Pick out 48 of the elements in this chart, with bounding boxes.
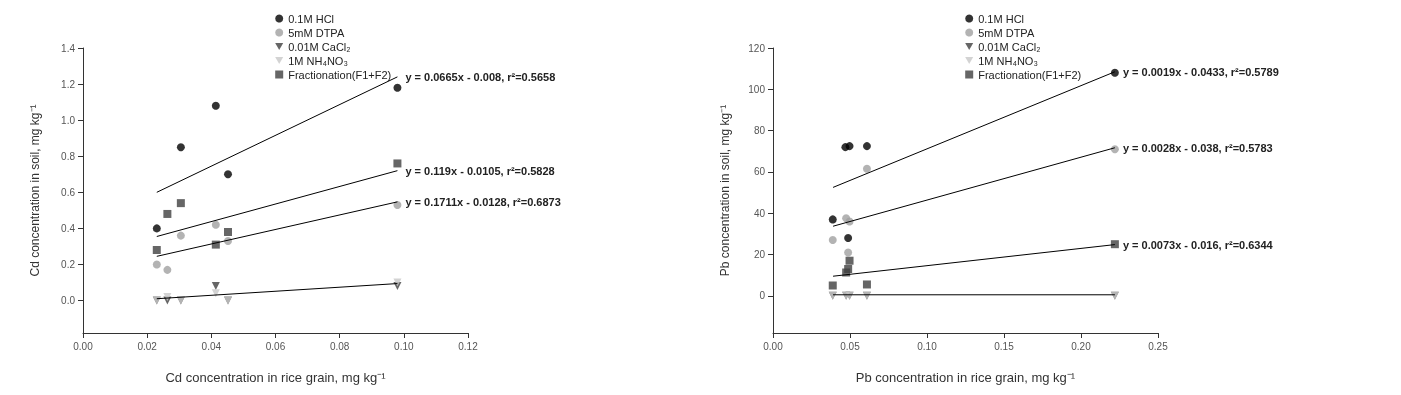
y-tick-label: 100 <box>748 83 766 95</box>
y-tick-label: 0.2 <box>61 258 76 270</box>
x-tick-label: 0.25 <box>1148 340 1169 352</box>
annotation: y = 0.1711x - 0.0128, r²=0.6873 <box>405 195 561 208</box>
legend-label: 1M NH₄NO₃ <box>978 54 1038 67</box>
y-axis-title: Pb concentration in soil, mg kg⁻¹ <box>718 104 732 277</box>
legend-label: 0.1M HCl <box>978 12 1025 25</box>
legend-label: 1M NH₄NO₃ <box>288 54 348 67</box>
y-tick-label: 0.8 <box>61 150 76 162</box>
x-tick-label: 0.10 <box>394 340 414 352</box>
x-axis-title: Cd concentration in rice grain, mg kg⁻¹ <box>165 370 387 385</box>
y-tick-label: 0.0 <box>61 295 76 307</box>
x-tick-label: 0.00 <box>763 340 784 352</box>
legend-label: 5mM DTPA <box>978 26 1035 39</box>
x-axis-title: Pb concentration in rice grain, mg kg⁻¹ <box>855 370 1076 385</box>
x-tick-label: 0.15 <box>994 340 1015 352</box>
annotation: y = 0.0028x - 0.038, r²=0.5783 <box>1122 141 1273 154</box>
x-tick-label: 0.05 <box>840 340 861 352</box>
y-tick-label: 0.4 <box>61 222 76 234</box>
y-tick-label: 80 <box>753 125 766 137</box>
y-axis-title: Cd concentration in soil, mg kg⁻¹ <box>28 104 42 277</box>
x-tick-label: 0.02 <box>137 340 158 352</box>
y-tick-label: 0.6 <box>61 186 76 198</box>
y-tick-label: 120 <box>748 42 766 54</box>
x-tick-label: 0.12 <box>458 340 479 352</box>
y-tick-label: 1.4 <box>61 42 76 54</box>
legend-label: 0.01M CaCl₂ <box>288 40 351 53</box>
x-tick-label: 0.06 <box>265 340 286 352</box>
legend-label: Fractionation(F1+F2) <box>288 68 392 81</box>
x-tick-label: 0.04 <box>201 340 222 352</box>
x-tick-label: 0.00 <box>73 340 94 352</box>
legend-label: 5mM DTPA <box>288 26 345 39</box>
legend-label: 0.1M HCl <box>288 12 335 25</box>
annotation: y = 0.0665x - 0.008, r²=0.5658 <box>405 70 556 83</box>
x-tick-label: 0.10 <box>917 340 938 352</box>
y-tick-label: 60 <box>753 166 766 178</box>
x-tick-label: 0.20 <box>1071 340 1092 352</box>
legend-label: 0.01M CaCl₂ <box>978 40 1041 53</box>
annotation: y = 0.119x - 0.0105, r²=0.5828 <box>405 164 555 177</box>
legend-label: Fractionation(F1+F2) <box>978 68 1082 81</box>
y-tick-label: 1.0 <box>61 114 76 126</box>
y-tick-label: 0 <box>759 290 766 302</box>
x-tick-label: 0.08 <box>329 340 350 352</box>
y-tick-label: 20 <box>753 249 766 261</box>
annotation: y = 0.0019x - 0.0433, r²=0.5789 <box>1122 65 1279 78</box>
y-tick-label: 1.2 <box>61 78 76 90</box>
y-tick-label: 40 <box>753 207 766 219</box>
annotation: y = 0.0073x - 0.016, r²=0.6344 <box>1122 238 1274 251</box>
